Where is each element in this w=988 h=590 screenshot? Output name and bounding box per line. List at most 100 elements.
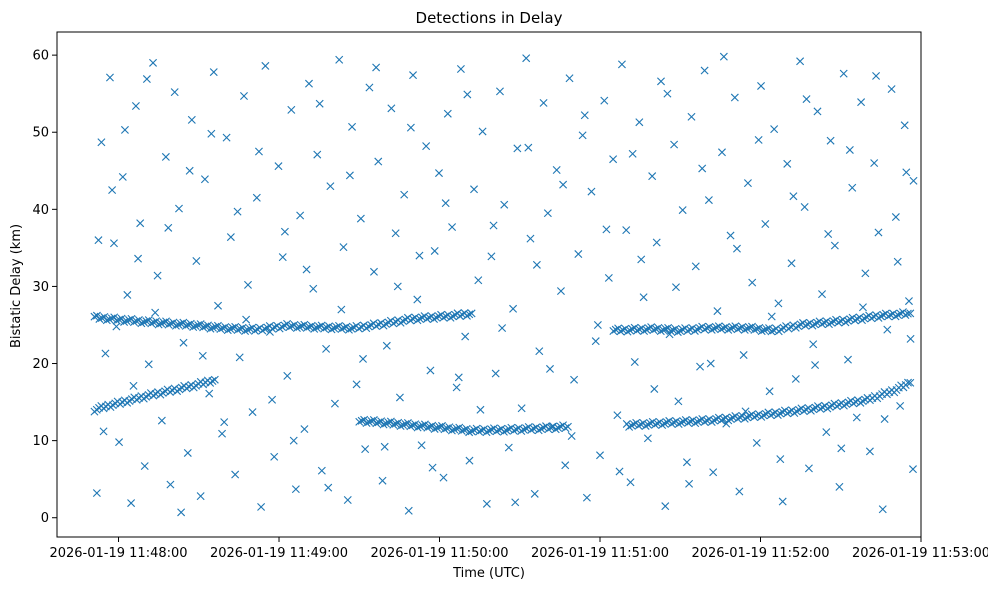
data-point <box>476 405 485 414</box>
data-point <box>302 265 311 274</box>
data-point <box>161 152 170 161</box>
data-point <box>374 157 383 166</box>
track-point <box>757 327 766 336</box>
data-point <box>880 415 889 424</box>
data-point <box>222 133 231 142</box>
track-point <box>112 316 121 325</box>
data-point <box>717 148 726 157</box>
data-point <box>552 166 561 174</box>
track-point <box>228 323 237 332</box>
data-point <box>439 473 448 482</box>
track-point <box>492 427 501 436</box>
data-point <box>530 489 539 498</box>
data-point <box>441 199 450 208</box>
track-series <box>90 308 915 437</box>
data-point <box>872 71 881 80</box>
track-point <box>430 424 439 433</box>
data-point <box>719 52 728 61</box>
data-point <box>824 230 833 238</box>
track-point <box>745 411 754 420</box>
track-point <box>752 324 761 333</box>
track-point <box>144 316 153 325</box>
data-point <box>830 241 839 250</box>
data-point <box>809 340 818 349</box>
track-point <box>659 326 668 334</box>
data-point <box>337 305 346 314</box>
data-point <box>434 169 443 178</box>
track-point <box>776 409 785 418</box>
data-point <box>600 96 609 105</box>
track-point <box>437 421 446 430</box>
track-point <box>728 323 737 332</box>
data-point <box>252 193 261 202</box>
track-point <box>862 313 871 322</box>
data-point <box>296 211 305 220</box>
track-point <box>662 418 671 427</box>
track-point <box>674 420 683 429</box>
track-point <box>733 414 742 423</box>
track-point <box>841 318 850 327</box>
data-point <box>345 171 354 180</box>
data-point <box>487 252 496 261</box>
track-point <box>719 415 728 423</box>
track-point <box>546 423 555 432</box>
data-point <box>765 387 774 396</box>
track-point <box>152 317 161 326</box>
data-point <box>274 162 283 171</box>
track-point <box>448 312 457 321</box>
track-point <box>260 325 269 334</box>
track-point <box>860 314 869 323</box>
track-point <box>691 419 700 428</box>
data-point <box>535 347 544 356</box>
track-point <box>757 412 766 421</box>
track-point <box>149 318 158 327</box>
track-point <box>896 309 905 318</box>
track-point <box>561 424 570 433</box>
data-point <box>463 90 472 99</box>
track-point <box>867 314 876 323</box>
data-point <box>136 219 145 228</box>
track-point <box>485 426 493 435</box>
track-point <box>379 420 388 429</box>
data-point <box>791 374 800 383</box>
track-point <box>415 314 424 323</box>
track-point <box>416 422 425 431</box>
track-point <box>425 313 434 322</box>
data-point <box>878 505 887 514</box>
track-point <box>441 312 450 321</box>
data-point <box>770 125 779 134</box>
track-point <box>522 424 531 433</box>
track-point <box>762 409 771 418</box>
track-point <box>886 310 895 319</box>
track-point <box>724 325 733 334</box>
y-axis-label: Bistatic Delay (km) <box>9 224 24 348</box>
track-point <box>389 420 398 429</box>
data-point <box>752 438 761 447</box>
track-point <box>695 324 704 333</box>
plot-frame <box>56 31 922 538</box>
data-point <box>422 142 431 151</box>
data-point <box>865 447 874 456</box>
track-point <box>743 324 752 333</box>
data-point <box>857 98 866 107</box>
track-point <box>428 421 437 430</box>
track-point <box>808 321 817 330</box>
track-point <box>703 324 711 333</box>
track-point <box>355 417 364 426</box>
data-point <box>906 334 915 343</box>
data-point <box>177 508 186 517</box>
track-point <box>719 324 728 333</box>
track-4 <box>622 378 915 431</box>
track-point <box>640 327 649 336</box>
data-point <box>112 322 121 331</box>
data-point <box>174 204 183 213</box>
data-point <box>105 73 114 82</box>
data-point <box>456 65 465 73</box>
data-point <box>498 324 507 333</box>
track-point <box>769 409 778 418</box>
data-point <box>233 207 242 216</box>
track-point <box>164 320 173 329</box>
track-point <box>95 314 104 323</box>
data-point <box>730 93 739 102</box>
track-point <box>213 321 222 330</box>
